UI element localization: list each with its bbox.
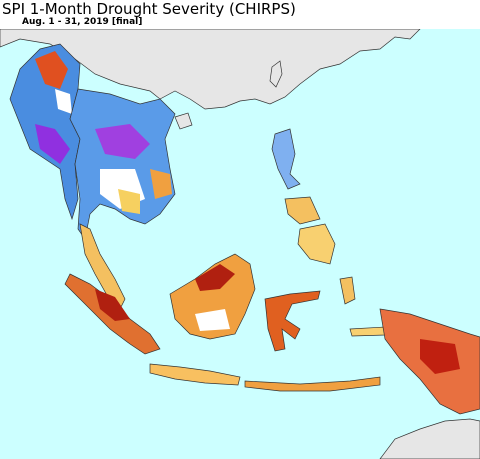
drought-patch: [118, 189, 140, 214]
java: [149, 363, 241, 386]
visayas: [284, 196, 321, 225]
normal-patch: [55, 89, 72, 114]
taiwan: [269, 60, 283, 88]
australia: [379, 418, 480, 459]
wet-patch: [95, 124, 150, 159]
map-subtitle: Aug. 1 - 31, 2019 [final]: [22, 17, 143, 27]
severe-patch: [195, 264, 235, 291]
hainan: [174, 112, 193, 130]
luzon: [271, 128, 301, 190]
maluku: [339, 276, 356, 305]
indochina: [69, 88, 176, 240]
malay-peninsula: [79, 223, 126, 310]
land-nodata: [0, 29, 421, 110]
severe-patch: [95, 289, 130, 321]
nusa-tenggara: [244, 376, 381, 392]
sulawesi: [264, 290, 321, 352]
seram: [349, 326, 386, 337]
severe-patch: [420, 339, 460, 374]
drought-patch: [150, 169, 172, 199]
map: [0, 29, 480, 459]
drought-patch: [35, 51, 68, 89]
mindanao: [297, 223, 336, 265]
map-title: SPI 1-Month Drought Severity (CHIRPS): [2, 0, 296, 18]
wet-patch: [35, 124, 70, 164]
normal-patch: [195, 309, 230, 331]
